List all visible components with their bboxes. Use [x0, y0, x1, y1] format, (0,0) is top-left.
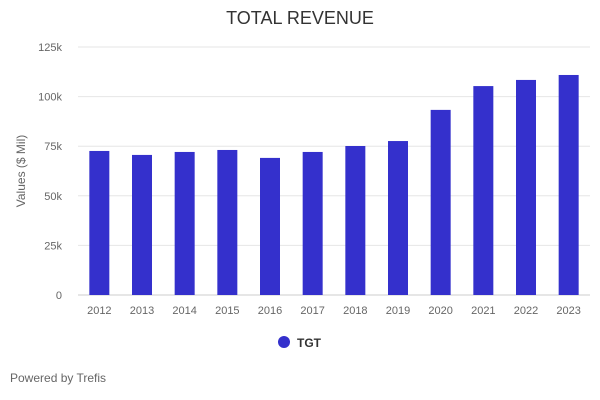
bar-2015 [217, 149, 238, 295]
y-tick-label: 0 [56, 290, 62, 302]
x-tick-label: 2020 [428, 305, 452, 317]
y-tick-label: 100k [38, 92, 62, 104]
x-tick-label: 2017 [300, 305, 324, 317]
x-tick-label: 2013 [130, 305, 154, 317]
bar-2013 [132, 154, 152, 295]
x-tick-label: 2019 [386, 305, 410, 317]
bar-2022 [516, 79, 536, 295]
y-tick-label: 125k [38, 42, 62, 54]
x-tick-label: 2014 [172, 305, 196, 317]
x-tick-label: 2021 [471, 305, 495, 317]
x-tick-label: 2018 [343, 305, 367, 317]
x-tick-label: 2016 [258, 305, 282, 317]
bar-2012 [89, 150, 110, 295]
y-tick-label: 50k [44, 191, 62, 203]
legend-label: TGT [297, 336, 322, 350]
chart-title: TOTAL REVENUE [226, 8, 374, 28]
bar-2017 [302, 151, 323, 295]
y-axis-label: Values ($ Mil) [14, 135, 28, 207]
x-tick-label: 2022 [514, 305, 538, 317]
bar-2019 [388, 141, 408, 295]
bar-2016 [260, 157, 280, 295]
y-tick-label: 25k [44, 240, 62, 252]
bar-2023 [558, 74, 579, 296]
x-tick-label: 2015 [215, 305, 239, 317]
y-tick-label: 75k [44, 141, 62, 153]
bar-2014 [174, 151, 195, 295]
x-tick-label: 2012 [87, 305, 111, 317]
x-tick-label: 2023 [556, 305, 580, 317]
legend-marker [278, 336, 290, 348]
bar-2020 [430, 109, 451, 296]
bar-2021 [473, 86, 494, 295]
bar-2018 [345, 146, 366, 295]
powered-by-footer[interactable]: Powered by Trefis [10, 371, 107, 385]
